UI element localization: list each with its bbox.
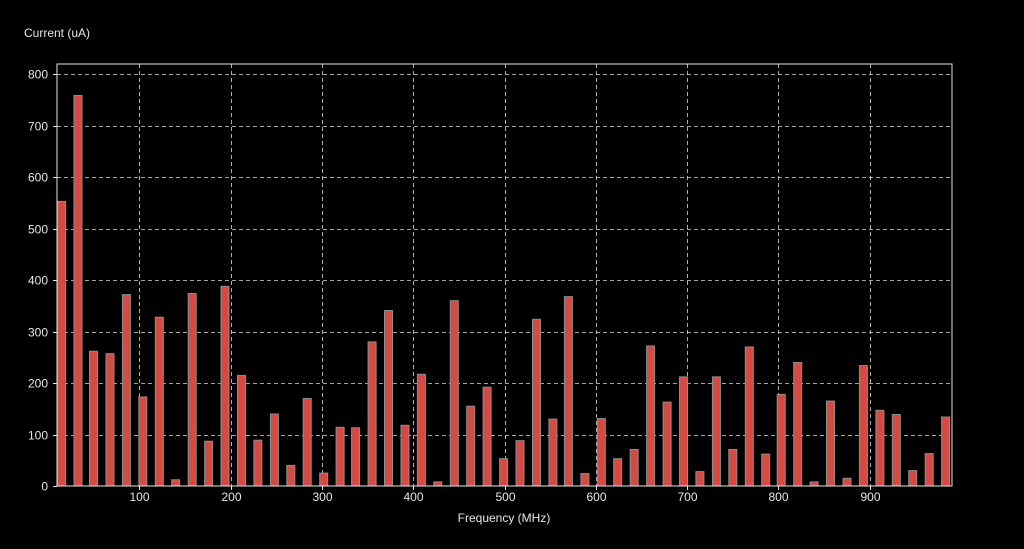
bar [679,376,688,487]
bar [335,426,345,487]
bar [89,350,98,487]
x-tick-label: 600 [586,490,606,504]
bar [499,458,509,487]
bar [695,471,705,487]
bar [286,464,296,487]
y-tick-label: 300 [28,326,48,340]
bar [858,365,868,487]
y-tick-label: 500 [28,223,48,237]
plot-area-frame [56,63,953,487]
bar [204,440,214,487]
x-tick-label: 700 [677,490,697,504]
bar [826,400,835,487]
bar [908,470,918,487]
bar [220,285,230,487]
y-axis-title: Current (uA) [24,26,91,40]
x-tick-label: 100 [129,490,149,504]
y-tick-label: 800 [28,68,48,82]
bar-series [57,94,951,487]
bar [842,477,852,487]
bar [809,481,819,487]
bar [416,373,426,487]
bar [761,453,771,487]
bar [596,418,606,487]
bar [367,341,377,487]
bar [875,409,885,487]
x-tick-label: 400 [403,490,423,504]
bar [793,362,803,487]
x-axis-title: Frequency (MHz) [457,511,551,525]
bar [400,424,410,487]
bar [187,293,197,487]
bar [302,398,312,487]
bar [57,200,67,487]
x-tick-label: 800 [768,490,788,504]
bar [351,427,361,487]
bar [924,453,934,487]
bar [269,413,279,487]
y-tick-label: 0 [41,480,48,494]
bar [891,414,901,487]
bar [105,353,115,487]
bar [548,418,558,487]
bar [384,310,393,487]
y-tick-label: 100 [28,429,48,443]
bar [711,376,721,487]
bar [744,346,754,487]
bar [433,481,443,487]
y-tick-label: 400 [28,274,48,288]
bar [466,405,476,487]
bar [563,296,573,487]
bar [941,416,951,487]
bar [449,300,459,487]
bar [646,345,656,487]
bar [319,472,329,487]
bar [253,439,263,487]
bar [532,318,541,487]
bar [629,449,639,487]
grid-lines [57,64,952,486]
axis-ticks: 100 200 300 400 500 600 700 800 900 0 100 200 300 400… [28,68,881,505]
bar [728,449,738,487]
x-tick-label: 300 [312,490,332,504]
bar [121,294,131,487]
bar [776,393,786,487]
bar [171,479,181,487]
bar [580,473,590,487]
bar [662,401,672,487]
y-tick-label: 700 [28,120,48,134]
bar [237,374,246,487]
bar [138,396,148,487]
bar [515,440,525,487]
bar [613,458,623,487]
x-tick-label: 500 [495,490,515,504]
y-tick-label: 600 [28,171,48,185]
bar [73,94,83,487]
x-tick-label: 200 [221,490,241,504]
y-tick-label: 200 [28,377,48,391]
bar [482,386,492,487]
bar [154,316,164,487]
x-tick-label: 900 [860,490,880,504]
